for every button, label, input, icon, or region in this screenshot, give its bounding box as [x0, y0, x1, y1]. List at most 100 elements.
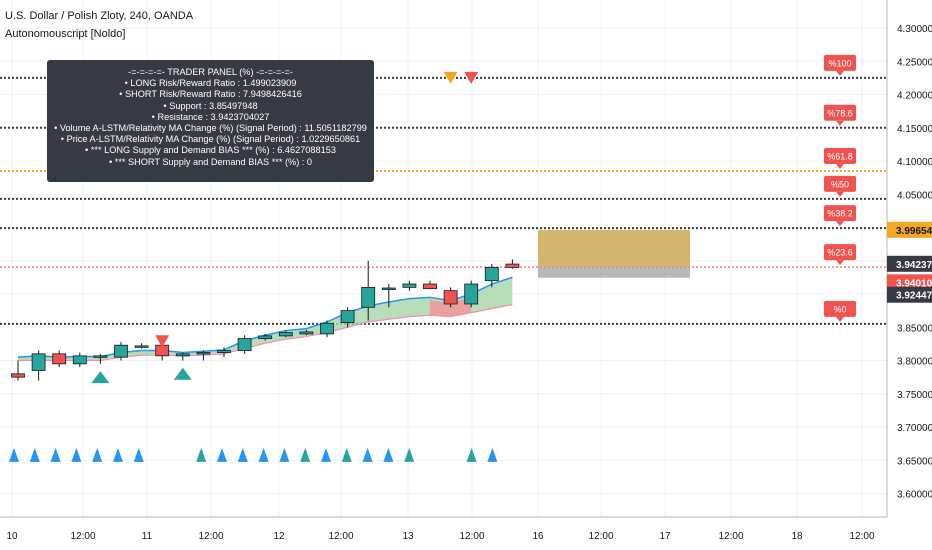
- y-tick-label: 4.15000: [897, 124, 932, 135]
- trend-marker: [279, 448, 289, 462]
- y-tick-label: 4.10000: [897, 157, 932, 168]
- fib-label-text: %23.6: [827, 248, 853, 258]
- x-tick-label: 18: [791, 531, 803, 542]
- y-tick-label: 4.05000: [897, 190, 932, 201]
- x-tick-label: 12:00: [198, 531, 223, 542]
- trend-marker: [113, 448, 123, 462]
- demand-zone: [538, 267, 690, 278]
- panel-line: • Price A-LSTM/Relativity MA Change (%) …: [47, 134, 374, 145]
- trader-panel: -=-=-=-=- TRADER PANEL (%) -=-=-=-=- • L…: [47, 60, 374, 182]
- indicator-name: Autonomouscript [Noldo]: [5, 28, 125, 40]
- trend-marker: [51, 448, 61, 462]
- candle-body: [218, 351, 231, 353]
- trend-marker: [71, 448, 81, 462]
- trend-marker: [404, 448, 414, 462]
- candle-body: [279, 333, 292, 336]
- fib-label-text: %61.8: [827, 151, 853, 161]
- candle-body: [424, 284, 437, 289]
- x-tick-label: 16: [532, 531, 544, 542]
- x-tick-label: 17: [659, 531, 671, 542]
- trend-marker: [30, 448, 40, 462]
- x-tick-label: 12: [273, 531, 285, 542]
- panel-line: • *** LONG Supply and Demand BIAS *** (%…: [47, 145, 374, 156]
- price-badge-text: 3.92447: [896, 291, 932, 302]
- x-tick-label: 12:00: [459, 531, 484, 542]
- y-tick-label: 3.85000: [897, 323, 932, 334]
- candle-body: [382, 288, 395, 290]
- panel-line: • Volume A-LSTM/Relativity MA Change (%)…: [47, 123, 374, 134]
- y-tick-label: 3.60000: [897, 490, 932, 501]
- x-tick-label: 13: [402, 531, 414, 542]
- y-tick-label: 4.20000: [897, 91, 932, 102]
- y-tick-label: 3.70000: [897, 423, 932, 434]
- candle-body: [465, 284, 478, 304]
- relativity-band: [18, 277, 512, 360]
- trend-marker: [134, 448, 144, 462]
- fib-label-pointer: [836, 71, 844, 76]
- buy-signal-marker: [91, 371, 109, 383]
- candle-body: [362, 287, 375, 307]
- candle-body: [73, 356, 86, 364]
- price-badge-text: 3.94237: [896, 260, 932, 271]
- candle-body: [135, 346, 148, 348]
- trend-marker: [92, 448, 102, 462]
- candle-body: [403, 284, 416, 287]
- panel-line: • Support : 3.85497948: [47, 101, 374, 112]
- panel-line: • *** SHORT Supply and Demand BIAS *** (…: [47, 157, 374, 168]
- fib-label-text: %50: [831, 179, 849, 189]
- trend-marker: [300, 448, 310, 462]
- y-tick-label: 3.80000: [897, 357, 932, 368]
- supply-zone: [538, 230, 690, 267]
- candle-body: [259, 336, 272, 339]
- fib-label-text: %78.6: [827, 108, 853, 118]
- candle-body: [115, 345, 128, 357]
- candle-body: [12, 374, 25, 377]
- trend-marker: [467, 448, 477, 462]
- x-tick-label: 12:00: [588, 531, 613, 542]
- x-tick-label: 10: [6, 531, 18, 542]
- x-tick-label: 12:00: [849, 531, 874, 542]
- buy-signal-marker: [174, 368, 192, 380]
- candle-body: [32, 354, 45, 371]
- y-tick-label: 3.65000: [897, 456, 932, 467]
- fib-label-pointer: [836, 221, 844, 226]
- candle-body: [321, 323, 334, 334]
- trend-marker: [363, 448, 373, 462]
- x-tick-label: 12:00: [718, 531, 743, 542]
- trend-marker: [9, 448, 19, 462]
- panel-line: • Resistance : 3.9423704027: [47, 112, 374, 123]
- trend-marker: [383, 448, 393, 462]
- fib-label-pointer: [836, 317, 844, 322]
- x-tick-label: 11: [142, 531, 153, 542]
- symbol-title: U.S. Dollar / Polish Zloty, 240, OANDA: [5, 10, 193, 22]
- fib-label-text: %0: [833, 304, 846, 314]
- fib-label-pointer: [836, 164, 844, 169]
- candle-body: [485, 267, 498, 280]
- trend-marker: [487, 448, 497, 462]
- candle-body: [197, 353, 210, 355]
- fib-label-pointer: [836, 260, 844, 265]
- trend-marker: [259, 448, 269, 462]
- panel-line: • SHORT Risk/Reward Ratio : 7.9498426416: [47, 89, 374, 100]
- fib-label-pointer: [836, 121, 844, 126]
- lstm-line: [18, 277, 512, 357]
- candle-body: [300, 332, 313, 334]
- y-tick-label: 3.75000: [897, 390, 932, 401]
- trend-marker: [238, 448, 248, 462]
- trend-marker: [196, 448, 206, 462]
- fib-label-text: %100: [828, 58, 851, 68]
- trend-marker: [342, 448, 352, 462]
- fib-label-text: %38.2: [827, 209, 853, 219]
- candle-body: [53, 354, 66, 364]
- x-tick-label: 12:00: [328, 531, 353, 542]
- trend-marker: [217, 448, 227, 462]
- candle-body: [238, 339, 251, 351]
- candle-body: [176, 354, 189, 356]
- candle-body: [444, 291, 457, 304]
- y-tick-label: 4.25000: [897, 57, 932, 68]
- candle-body: [341, 311, 354, 323]
- panel-line: -=-=-=-=- TRADER PANEL (%) -=-=-=-=-: [47, 67, 374, 78]
- panel-line: • LONG Risk/Reward Ratio : 1.499023909: [47, 78, 374, 89]
- price-badge-text: 3.99654: [896, 226, 932, 237]
